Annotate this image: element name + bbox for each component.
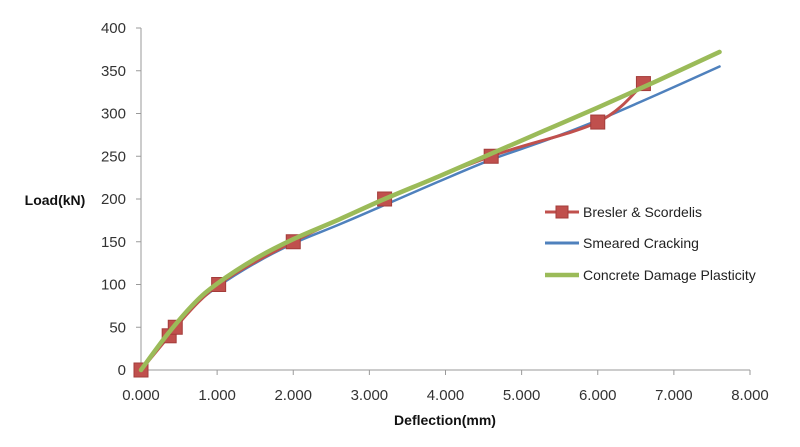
x-tick-label: 8.000 (731, 387, 769, 404)
x-tick-label: 1.000 (198, 387, 236, 404)
x-tick-label: 0.000 (122, 387, 160, 404)
x-tick-label: 6.000 (579, 387, 617, 404)
series-line-bresler-scordelis (139, 82, 645, 372)
y-tick-label: 300 (101, 106, 126, 123)
x-axis-title: Deflection(mm) (394, 412, 496, 428)
x-axis-ticks: 0.000 1.000 2.000 3.000 4.000 5.000 6.000 7.000… (122, 370, 769, 404)
x-tick-label: 5.000 (503, 387, 541, 404)
y-tick-label: 400 (101, 20, 126, 37)
legend-label: Bresler & Scordelis (583, 204, 702, 220)
series-line-concrete-damage-plasticity (138, 49, 722, 373)
y-tick-label: 200 (101, 191, 126, 208)
data-point-marker (590, 114, 606, 130)
y-tick-label: 350 (101, 63, 126, 80)
y-tick-label: 250 (101, 148, 126, 165)
y-tick-label: 150 (101, 234, 126, 251)
x-tick-label: 3.000 (351, 387, 389, 404)
x-tick-label: 7.000 (655, 387, 693, 404)
series-layer (133, 49, 722, 378)
y-tick-label: 100 (101, 277, 126, 294)
x-tick-label: 2.000 (274, 387, 312, 404)
y-tick-label: 0 (118, 362, 126, 379)
legend-marker (555, 205, 569, 219)
y-axis-ticks: 0 50 100 150 200 250 300 350 400 (101, 20, 141, 379)
legend-label: Concrete Damage Plasticity (583, 267, 756, 283)
y-tick-label: 50 (109, 319, 126, 336)
legend-label: Smeared Cracking (583, 235, 699, 251)
y-axis-title: Load(kN) (25, 192, 86, 208)
x-tick-label: 4.000 (427, 387, 465, 404)
legend: Bresler & Scordelis Smeared Cracking Concr… (545, 204, 756, 283)
